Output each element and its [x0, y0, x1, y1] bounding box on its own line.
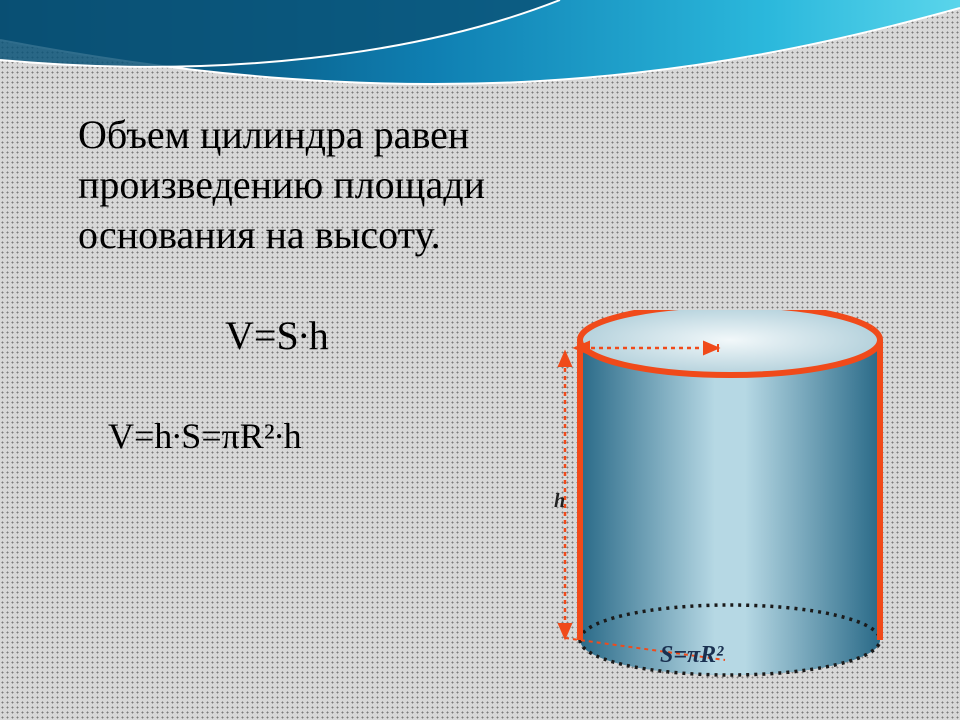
formula-main: V=S∙h — [225, 312, 329, 359]
cylinder-diagram — [530, 310, 930, 710]
slide: Объем цилиндра равен произведению площад… — [0, 0, 960, 720]
formula-expanded: V=h∙S=πR²∙h — [108, 415, 302, 457]
base-area-label: S=πR² — [660, 642, 723, 669]
title-text: Объем цилиндра равен произведению площад… — [78, 110, 598, 260]
height-label: h — [554, 490, 565, 513]
